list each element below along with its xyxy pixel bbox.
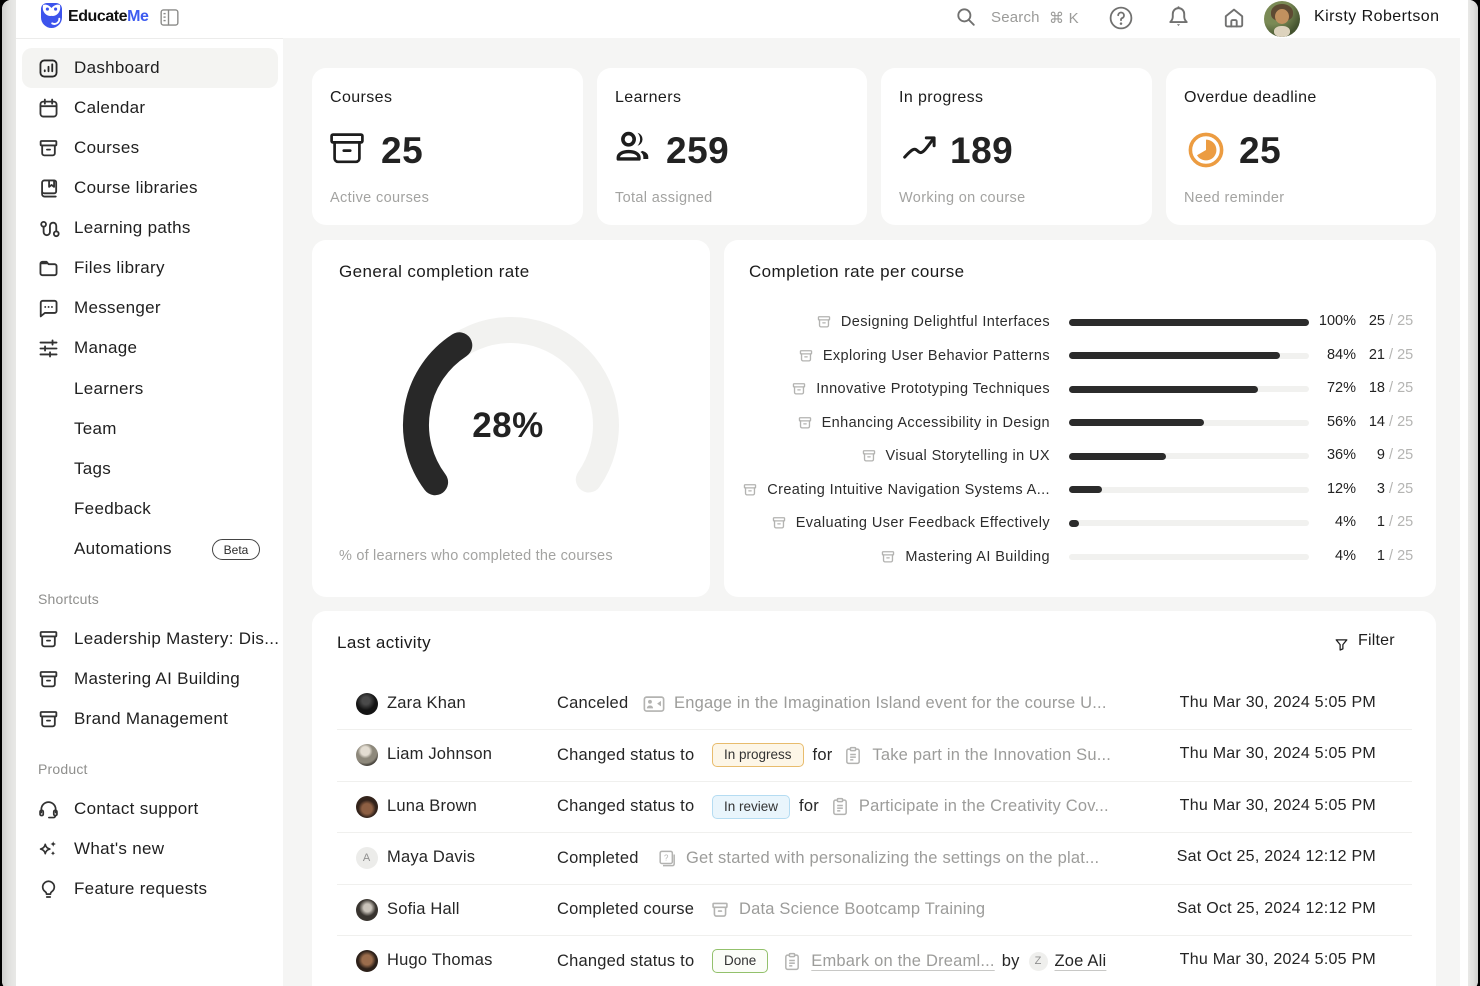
- svg-text:?: ?: [664, 853, 669, 862]
